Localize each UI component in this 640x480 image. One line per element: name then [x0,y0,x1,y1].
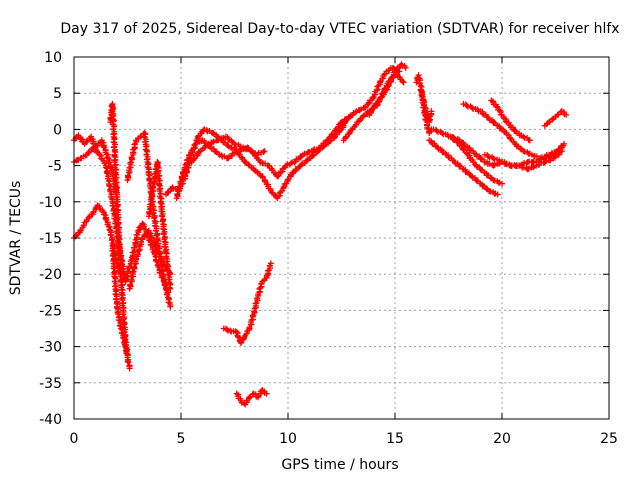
data-point-markers [366,61,409,118]
y-tick-label: -15 [39,231,62,247]
y-tick-label: -5 [48,159,62,175]
data-point-markers [460,101,568,162]
series-track-n [233,387,270,408]
data-point-markers [139,220,172,296]
chart-title: Day 317 of 2025, Sidereal Day-to-day VTE… [60,21,619,37]
x-axis-label: GPS time / hours [281,457,398,473]
x-tick-label: 5 [177,431,186,447]
data-point-markers [145,158,174,292]
series-track-i [139,220,172,296]
data-point-markers [417,86,435,126]
data-layer [71,61,570,408]
series-track-o [336,64,403,133]
series-track-u [426,137,501,198]
series-track-y [481,148,565,173]
series-track-s [417,86,435,126]
series-track-z [541,108,570,129]
series-track-q [366,61,409,118]
y-tick-label: 10 [44,50,62,66]
y-tick-label: -20 [39,267,62,283]
axis-ticks: 0 5 10 15 20 25 10 5 0 -5 -10 -15 -20 -25 -30 -35 -40 [39,50,618,447]
series-track-w [460,101,568,162]
y-tick-label: -25 [39,303,62,319]
series-track-h [145,158,174,292]
data-point-markers [188,111,356,180]
data-point-markers [336,64,403,133]
series-track-x [488,97,533,144]
y-axis-label: SDTVAR / TECUs [8,181,24,296]
x-tick-label: 20 [493,431,511,447]
data-point-markers [109,242,131,357]
data-point-markers [426,137,501,198]
y-tick-label: -40 [39,412,62,428]
series-track-e [109,242,131,357]
series-track-m [220,260,274,346]
x-tick-label: 10 [279,431,297,447]
x-tick-label: 25 [600,431,618,447]
data-point-markers [488,97,533,144]
x-tick-label: 0 [70,431,79,447]
y-tick-label: -30 [39,340,62,356]
x-tick-label: 15 [386,431,404,447]
y-tick-label: -10 [39,195,62,211]
data-point-markers [541,108,570,129]
y-tick-label: -35 [39,376,62,392]
data-point-markers [233,387,270,408]
y-tick-label: 5 [53,86,62,102]
data-point-markers [220,260,274,346]
y-tick-label: 0 [53,122,62,138]
data-point-markers [481,148,565,173]
series-track-l [188,111,356,180]
